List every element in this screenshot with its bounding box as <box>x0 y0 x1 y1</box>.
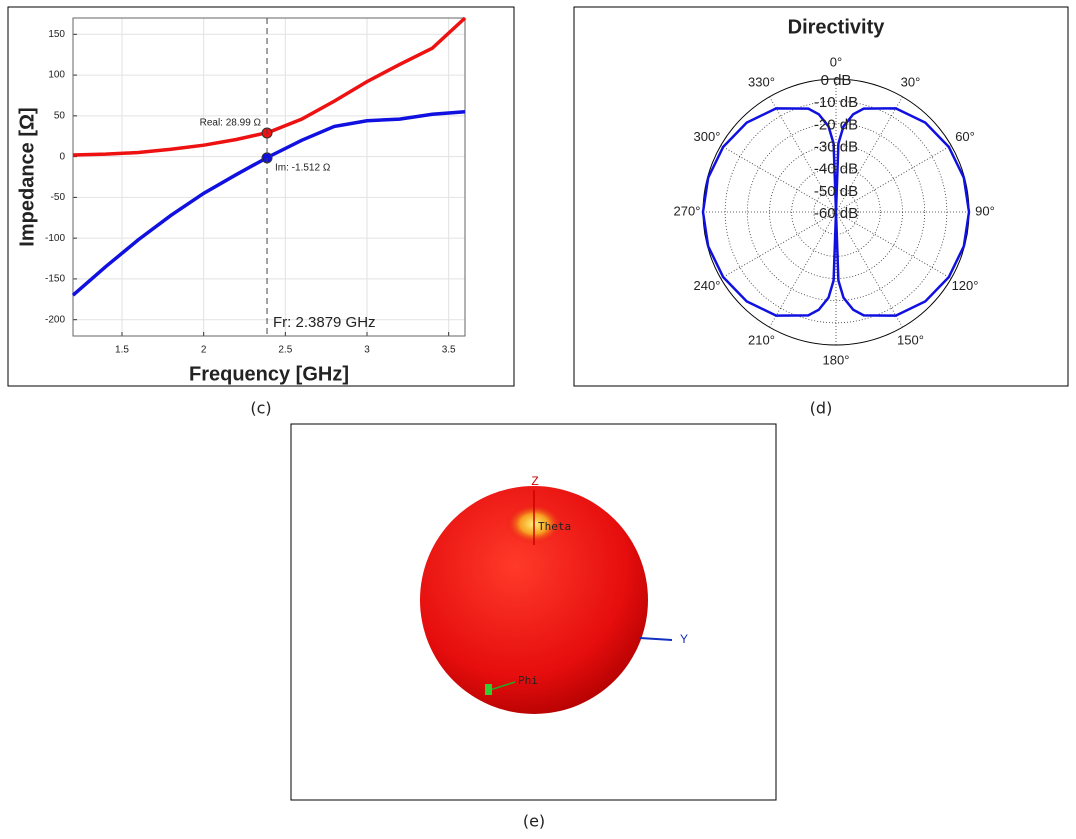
annotation: Im: -1.512 Ω <box>275 162 331 173</box>
chart-title: Directivity <box>788 16 886 38</box>
theta-tick-label: 150° <box>897 332 924 347</box>
axis-label: Phi <box>518 674 538 687</box>
y-tick-label: 50 <box>54 110 66 121</box>
theta-tick-label: 90° <box>975 203 995 218</box>
axis-label: Z <box>531 474 538 488</box>
annotation: Real: 28.99 Ω <box>200 118 262 129</box>
theta-tick-label: 270° <box>674 203 701 218</box>
caption: (c) <box>250 399 271 418</box>
x-tick-label: 3 <box>364 345 370 356</box>
theta-tick-label: 0° <box>830 54 842 69</box>
r-tick-label: -60 dB <box>814 205 858 222</box>
r-tick-label: -50 dB <box>814 183 858 200</box>
phi-marker <box>485 684 492 695</box>
y-tick-label: -150 <box>45 274 65 285</box>
y-tick-label: 100 <box>48 70 65 81</box>
x-tick-label: 1.5 <box>115 345 129 356</box>
theta-tick-label: 180° <box>823 352 850 367</box>
y-axis-label: Impedance [Ω] <box>16 107 38 246</box>
x-axis-label: Frequency [GHz] <box>189 363 349 385</box>
caption: (d) <box>810 399 833 418</box>
annotation: Fr: 2.3879 GHz <box>273 314 376 331</box>
axis-label: Theta <box>538 520 571 533</box>
theta-tick-label: 60° <box>955 129 975 144</box>
y-tick-label: -50 <box>51 192 66 203</box>
y-tick-label: -100 <box>45 233 65 244</box>
figure: (c) (d) (e) Z Theta Y Phi 1.5 2 2.5 3 3.5 -20… <box>0 0 1076 839</box>
theta-tick-label: 240° <box>694 278 721 293</box>
y-axis <box>640 638 672 640</box>
theta-tick-label: 120° <box>952 278 979 293</box>
x-tick-label: 3.5 <box>442 345 456 356</box>
plot-area <box>73 18 465 336</box>
axis-label: Y <box>680 632 688 646</box>
x-tick-label: 2.5 <box>278 345 292 356</box>
y-tick-label: 150 <box>48 29 65 40</box>
r-tick-label: -40 dB <box>814 161 858 178</box>
r-tick-label: -10 dB <box>814 94 858 111</box>
r-tick-label: -20 dB <box>814 116 858 133</box>
y-tick-label: 0 <box>59 151 65 162</box>
theta-tick-label: 210° <box>748 332 775 347</box>
r-tick-label: 0 dB <box>821 72 852 89</box>
theta-tick-label: 330° <box>748 74 775 89</box>
r-tick-label: -30 dB <box>814 138 858 155</box>
theta-tick-label: 300° <box>694 129 721 144</box>
y-tick-label: -200 <box>45 314 65 325</box>
x-tick-label: 2 <box>201 345 207 356</box>
caption: (e) <box>523 812 545 831</box>
theta-tick-label: 30° <box>901 74 921 89</box>
